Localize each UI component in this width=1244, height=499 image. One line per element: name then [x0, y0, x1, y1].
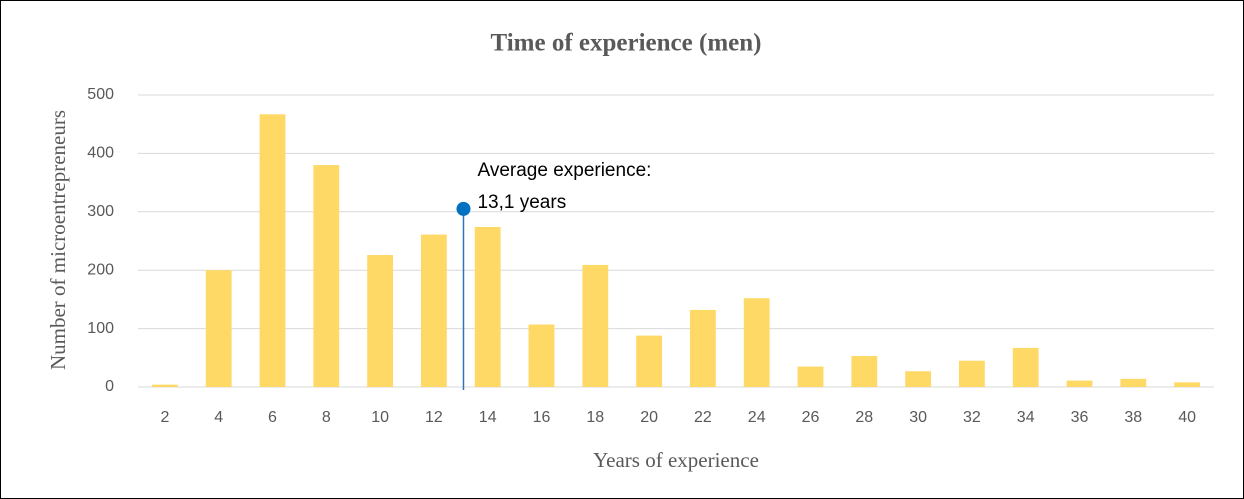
x-tick-label: 40: [1178, 409, 1196, 426]
x-tick-label: 34: [1017, 409, 1035, 426]
x-tick-label: 8: [322, 409, 331, 426]
bar: [151, 384, 178, 387]
x-tick-label: 22: [694, 409, 712, 426]
chart-title: Time of experience (men): [491, 30, 762, 57]
x-tick-label: 30: [909, 409, 927, 426]
average-marker: [456, 201, 471, 216]
y-tick-label: 300: [87, 203, 114, 220]
bar: [528, 324, 555, 387]
bar: [1012, 347, 1039, 387]
bar: [797, 366, 824, 387]
y-tick-label: 500: [87, 86, 114, 103]
bar: [743, 298, 770, 387]
x-tick-label: 36: [1071, 409, 1089, 426]
bar: [905, 371, 932, 387]
bar: [689, 309, 716, 387]
bar: [636, 335, 663, 387]
annotation-text: 13,1 years: [477, 192, 566, 213]
x-tick-label: 12: [425, 409, 443, 426]
bar: [958, 360, 985, 387]
bar: [420, 234, 447, 387]
bar: [851, 356, 878, 387]
x-tick-label: 4: [214, 409, 223, 426]
bar: [1066, 380, 1093, 387]
x-tick-label: 32: [963, 409, 981, 426]
x-tick-label: 24: [748, 409, 766, 426]
bar: [1120, 378, 1147, 387]
x-tick-label: 10: [371, 409, 389, 426]
y-tick-label: 0: [105, 378, 114, 395]
x-tick-label: 6: [268, 409, 277, 426]
bar: [313, 165, 340, 387]
y-tick-label: 100: [87, 320, 114, 337]
x-tick-label: 16: [533, 409, 551, 426]
x-axis-title: Years of experience: [593, 448, 759, 472]
y-tick-label: 400: [87, 145, 114, 162]
x-tick-label: 2: [160, 409, 169, 426]
bar: [582, 264, 609, 387]
x-tick-label: 28: [855, 409, 873, 426]
x-tick-label: 14: [479, 409, 497, 426]
annotation-text: Average experience:: [477, 160, 651, 181]
bar: [1174, 382, 1201, 387]
x-tick-label: 18: [586, 409, 604, 426]
bar: [259, 114, 286, 387]
y-tick-label: 200: [87, 261, 114, 278]
y-axis-title: Number of microentrepreneurs: [46, 110, 70, 370]
x-tick-label: 26: [802, 409, 820, 426]
x-tick-label: 38: [1124, 409, 1142, 426]
x-tick-label: 20: [640, 409, 658, 426]
bar: [205, 270, 232, 387]
bar: [474, 226, 501, 387]
bar: [367, 255, 394, 387]
